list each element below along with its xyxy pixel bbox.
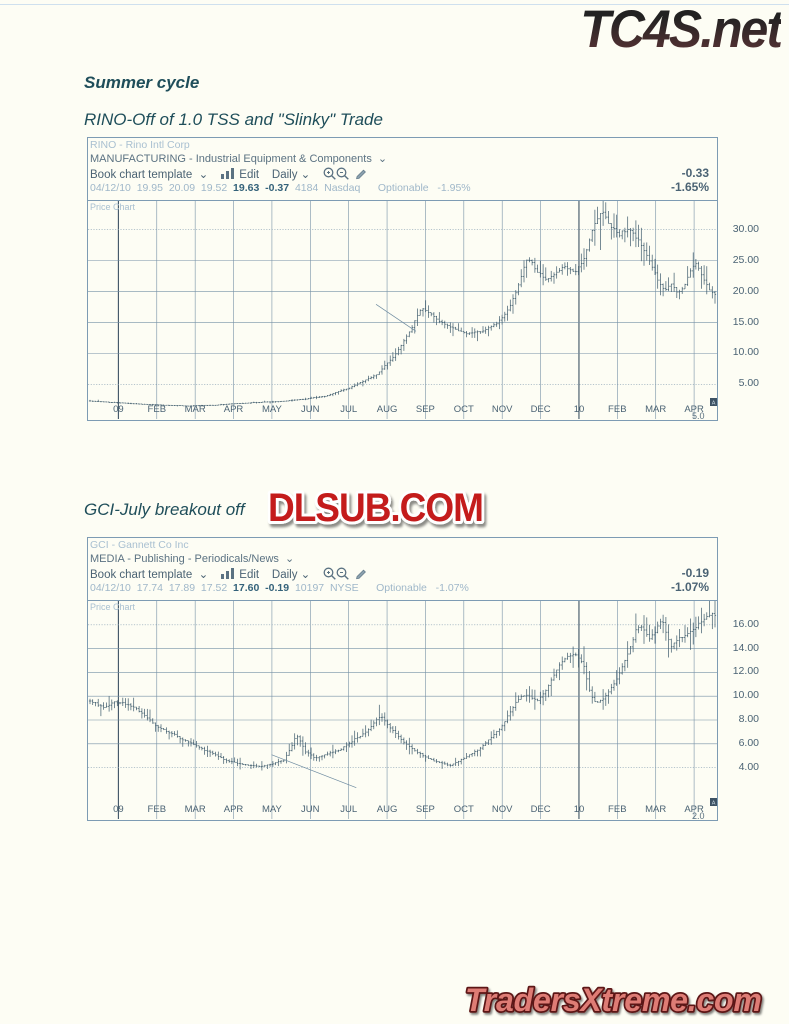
svg-text:TradersXtreme.com: TradersXtreme.com xyxy=(465,982,762,1018)
svg-text:DLSUB.COM: DLSUB.COM xyxy=(268,486,483,531)
